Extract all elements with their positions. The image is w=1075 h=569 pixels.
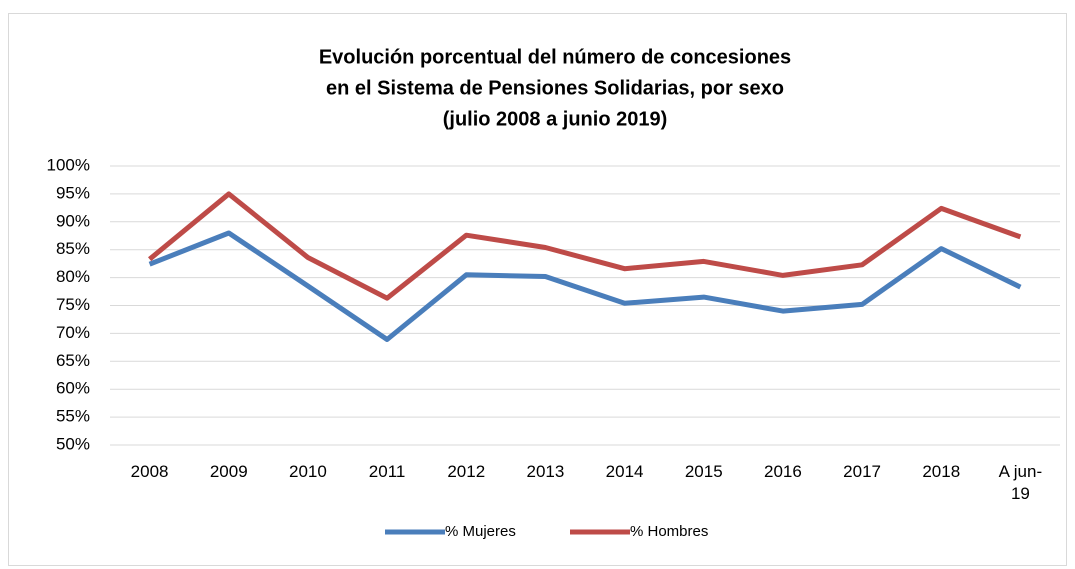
x-tick-label: 2016 xyxy=(763,462,802,481)
y-tick-label: 70% xyxy=(56,323,90,342)
legend-label: % Mujeres xyxy=(445,523,516,540)
x-tick-label: 2018 xyxy=(922,462,961,481)
x-tick-label: 2011 xyxy=(368,462,406,481)
y-tick-label: 85% xyxy=(56,239,90,258)
x-tick-label: 2013 xyxy=(526,462,565,481)
y-tick-label: 80% xyxy=(56,267,90,286)
y-tick-label: 95% xyxy=(56,183,90,202)
x-tick-label: A jun-19 xyxy=(998,462,1043,503)
legend-label: % Hombres xyxy=(630,523,708,540)
x-tick-label: 2010 xyxy=(288,462,327,481)
y-tick-label: 75% xyxy=(56,295,90,314)
x-tick-label: 2012 xyxy=(447,462,486,481)
chart-title: en el Sistema de Pensiones Solidarias, p… xyxy=(326,77,784,99)
y-tick-label: 100% xyxy=(47,155,90,174)
line-series xyxy=(148,230,1022,342)
y-tick-label: 60% xyxy=(56,379,90,398)
x-tick-label: 2008 xyxy=(130,462,169,481)
x-tick-label: 2014 xyxy=(605,462,644,481)
y-tick-label: 65% xyxy=(56,351,90,370)
y-tick-label: 90% xyxy=(56,211,90,230)
chart-title: Evolución porcentual del número de conce… xyxy=(319,46,791,68)
x-tick-label: 2009 xyxy=(209,462,248,481)
chart-title: (julio 2008 a junio 2019) xyxy=(443,108,668,130)
line-series xyxy=(148,191,1022,301)
chart-border xyxy=(8,13,1067,566)
x-tick-label: 2017 xyxy=(843,462,881,481)
y-tick-label: 55% xyxy=(56,407,90,426)
x-tick-label: 2015 xyxy=(684,462,723,481)
y-tick-label: 50% xyxy=(56,434,90,453)
